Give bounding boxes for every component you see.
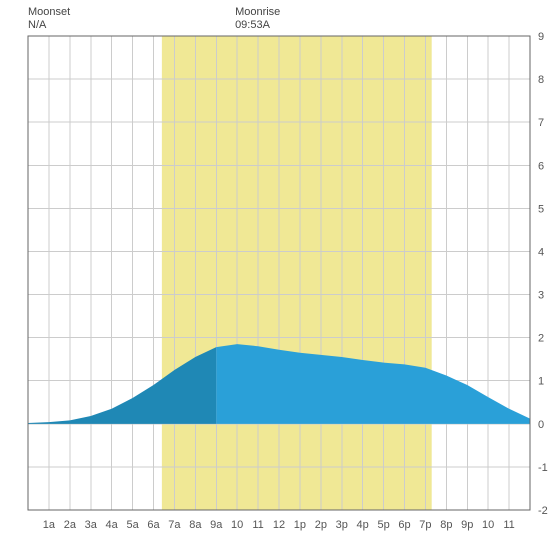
svg-text:4a: 4a: [106, 519, 119, 531]
tide-chart: Moonset N/A Moonrise 09:53A -2-101234567…: [0, 0, 550, 550]
svg-text:5p: 5p: [377, 519, 389, 531]
svg-text:7p: 7p: [419, 519, 431, 531]
moonrise-label: Moonrise 09:53A: [235, 6, 280, 32]
svg-text:2a: 2a: [64, 519, 77, 531]
svg-text:3: 3: [538, 290, 544, 302]
svg-text:6: 6: [538, 160, 544, 172]
moonset-title: Moonset: [28, 6, 70, 19]
svg-text:3p: 3p: [336, 519, 348, 531]
svg-text:0: 0: [538, 419, 544, 431]
moonset-label: Moonset N/A: [28, 6, 70, 32]
svg-text:10: 10: [482, 519, 494, 531]
svg-text:9a: 9a: [210, 519, 223, 531]
chart-svg: -2-101234567891a2a3a4a5a6a7a8a9a1011121p…: [0, 0, 550, 550]
svg-text:4p: 4p: [357, 519, 369, 531]
svg-text:5a: 5a: [126, 519, 139, 531]
svg-text:8: 8: [538, 74, 544, 86]
svg-text:11: 11: [252, 519, 263, 531]
svg-text:-1: -1: [538, 462, 548, 474]
svg-text:6p: 6p: [398, 519, 410, 531]
svg-text:1p: 1p: [294, 519, 306, 531]
moonset-value: N/A: [28, 19, 70, 32]
svg-text:1: 1: [538, 376, 544, 388]
svg-text:8p: 8p: [440, 519, 452, 531]
svg-text:9p: 9p: [461, 519, 473, 531]
svg-text:1a: 1a: [43, 519, 56, 531]
svg-text:-2: -2: [538, 505, 548, 517]
svg-text:2p: 2p: [315, 519, 327, 531]
svg-text:12: 12: [273, 519, 285, 531]
svg-text:7: 7: [538, 117, 544, 129]
svg-text:6a: 6a: [147, 519, 160, 531]
svg-text:5: 5: [538, 203, 544, 215]
svg-text:8a: 8a: [189, 519, 202, 531]
svg-text:4: 4: [538, 246, 544, 258]
moonrise-value: 09:53A: [235, 19, 280, 32]
header-labels: Moonset N/A Moonrise 09:53A: [0, 6, 550, 34]
svg-text:2: 2: [538, 333, 544, 345]
svg-text:3a: 3a: [85, 519, 98, 531]
svg-text:11: 11: [503, 519, 514, 531]
svg-text:7a: 7a: [168, 519, 181, 531]
svg-text:10: 10: [231, 519, 243, 531]
moonrise-title: Moonrise: [235, 6, 280, 19]
